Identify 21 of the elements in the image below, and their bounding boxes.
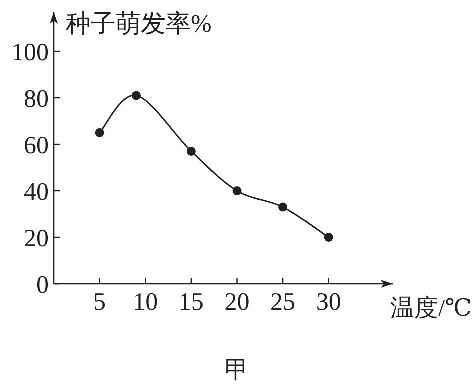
y-tick-label: 100 [12,40,49,67]
y-tick-label: 0 [36,272,49,299]
point [324,233,334,242]
y-tick-label: 60 [24,132,49,160]
x-tick-label: 10 [133,289,158,316]
x-tick-label: 5 [94,289,106,316]
x-tick-label: 20 [224,289,250,316]
x-tick-label: 30 [316,289,342,316]
x-axis-title: 温度/℃ [390,295,472,322]
y-axis-title: 种子萌发率% [66,10,212,38]
point [95,128,104,138]
y-tick-label: 40 [24,179,49,206]
point [186,146,196,156]
y-tick-label: 20 [24,226,49,253]
x-tick-label: 25 [270,289,296,316]
point [232,186,242,196]
x-tick-label: 15 [178,289,204,316]
point [132,91,141,100]
y-tick-label: 80 [24,86,49,114]
text: 甲 [225,358,249,384]
point [278,202,288,212]
